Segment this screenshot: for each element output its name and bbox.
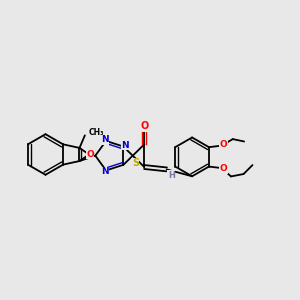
Text: O: O — [140, 122, 148, 131]
Text: N: N — [121, 141, 129, 150]
Text: H: H — [168, 171, 175, 180]
Text: CH₃: CH₃ — [88, 128, 104, 137]
Text: N: N — [101, 135, 108, 144]
Text: N: N — [101, 167, 108, 176]
Text: O: O — [220, 164, 227, 173]
Text: O: O — [220, 140, 227, 149]
Text: S: S — [132, 158, 139, 168]
Text: O: O — [86, 150, 94, 159]
